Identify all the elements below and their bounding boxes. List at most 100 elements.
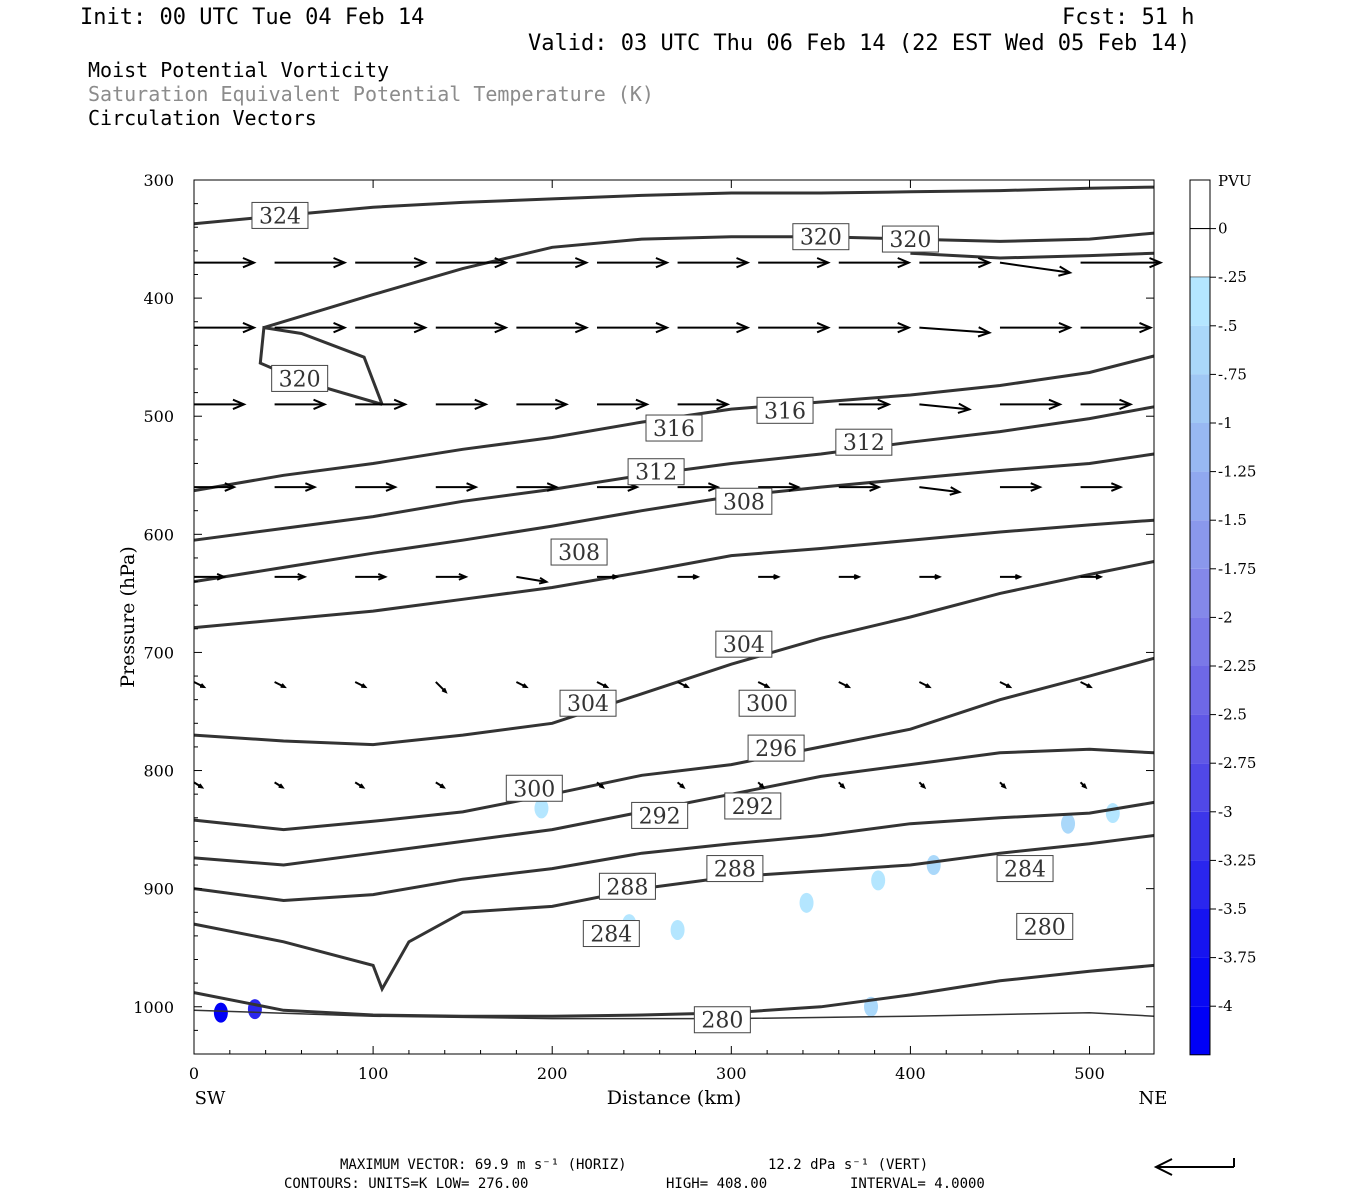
- vector-425-270: [677, 322, 751, 334]
- y-tick-label-800: 800: [143, 762, 174, 781]
- colorbar-swatch-12: [1190, 763, 1210, 812]
- vector-560-450: [999, 482, 1043, 492]
- vector-490-90: [355, 398, 408, 410]
- vector-370-225: [596, 257, 670, 269]
- vector-636-450: [999, 573, 1023, 580]
- vector-370-360: [838, 257, 912, 269]
- colorbar-label-11: -2.75: [1218, 754, 1256, 772]
- vector-636-90: [355, 573, 388, 581]
- colorbar-label-1: -.25: [1218, 268, 1247, 286]
- pv-shade-10: [247, 999, 262, 1020]
- contour-label-text-7: 312: [843, 431, 885, 456]
- contour-label-text-18: 288: [714, 858, 756, 883]
- contour-296-9: [193, 656, 1155, 832]
- x-axis-title: Distance (km): [607, 1087, 742, 1109]
- vector-425-495: [1080, 322, 1154, 334]
- colorbar-label-9: -2.25: [1218, 657, 1256, 675]
- footer-vert: 12.2 dPa s⁻¹ (VERT): [768, 1157, 929, 1173]
- colorbar-swatch-14: [1190, 860, 1210, 909]
- contour-304-7: [193, 518, 1155, 630]
- pv-shade-0: [534, 798, 549, 819]
- contour-label-text-2: 320: [889, 228, 931, 253]
- contour-label-text-19: 284: [590, 923, 632, 948]
- contour-label-text-11: 304: [567, 692, 609, 717]
- vector-425-180: [516, 322, 589, 334]
- vector-425-405: [919, 326, 992, 338]
- contour-label-0: 324: [251, 201, 309, 229]
- colorbar-label-5: -1.25: [1218, 463, 1256, 481]
- contour-label-text-17: 288: [606, 875, 648, 900]
- vector-425-225: [596, 322, 670, 334]
- colorbar-swatch-3: [1190, 325, 1210, 375]
- contour-label-text-0: 324: [259, 204, 301, 229]
- vector-560-135: [435, 482, 479, 492]
- vector-636-495: [1080, 573, 1104, 580]
- vector-725-0: [193, 681, 207, 689]
- contour-300-8: [193, 560, 1155, 747]
- vector-810-405: [918, 781, 927, 790]
- contour-label-11: 304: [559, 689, 617, 717]
- contour-label-1: 320: [792, 223, 850, 251]
- contour-label-text-14: 296: [755, 737, 797, 762]
- vector-560-360: [838, 482, 882, 492]
- footer-interval: INTERVAL= 4.0000: [850, 1176, 985, 1192]
- x-tick-label-0: 0: [189, 1064, 199, 1083]
- contour-label-10: 304: [715, 630, 773, 658]
- max-vector-arrow-icon: [1153, 1158, 1235, 1176]
- vector-725-180: [515, 681, 529, 689]
- vector-490-180: [516, 398, 569, 410]
- colorbar-label-14: -3.5: [1218, 900, 1247, 918]
- colorbar-swatch-9: [1190, 617, 1210, 666]
- vector-490-450: [999, 398, 1063, 410]
- colorbar-label-4: -1: [1218, 414, 1233, 432]
- vector-636-135: [435, 573, 469, 581]
- vector-425-45: [274, 322, 348, 334]
- vector-560-405: [919, 486, 962, 496]
- colorbar-label-13: -3.25: [1218, 851, 1256, 869]
- vector-560-0: [194, 482, 237, 492]
- colorbar-label-10: -2.5: [1218, 706, 1247, 724]
- vector-560-45: [274, 482, 318, 492]
- legend-pv: Moist Potential Vorticity: [88, 58, 390, 82]
- vector-370-450: [999, 261, 1073, 277]
- pv-shade-3: [799, 892, 814, 913]
- y-tick-label-600: 600: [143, 525, 174, 544]
- vector-425-450: [999, 322, 1073, 334]
- contour-324-0: [193, 185, 1155, 226]
- vector-725-360: [838, 681, 852, 689]
- contour-label-7: 312: [835, 428, 893, 456]
- x-tick-label-100: 100: [358, 1064, 389, 1083]
- colorbar-label-0: 0: [1218, 220, 1228, 238]
- contour-label-text-15: 292: [639, 804, 681, 829]
- y-tick-label-300: 300: [143, 171, 174, 190]
- vector-636-180: [516, 575, 549, 585]
- vector-560-495: [1080, 482, 1124, 492]
- vector-370-135: [435, 257, 509, 269]
- contour-label-text-13: 300: [513, 777, 555, 802]
- contour-288-11: [193, 800, 1155, 903]
- vector-490-225: [596, 398, 650, 410]
- contour-label-13: 300: [505, 774, 563, 802]
- colorbar-label-16: -4: [1218, 997, 1233, 1015]
- colorbar-swatch-15: [1190, 909, 1210, 958]
- vector-636-45: [274, 573, 308, 581]
- vector-636-360: [838, 573, 862, 580]
- vector-425-90: [355, 322, 428, 334]
- contour-label-21: 280: [1016, 912, 1074, 940]
- colorbar-swatch-2: [1190, 277, 1210, 326]
- vector-725-45: [274, 681, 287, 689]
- contour-label-9: 308: [550, 538, 608, 566]
- x-end-label-ne: NE: [1139, 1088, 1168, 1109]
- contour-label-3: 320: [271, 364, 329, 392]
- contour-label-text-4: 316: [653, 417, 695, 442]
- vector-370-45: [274, 257, 348, 269]
- contour-label-12: 300: [738, 689, 796, 717]
- contour-label-22: 280: [693, 1006, 751, 1034]
- vector-725-405: [918, 681, 932, 689]
- contour-label-text-16: 292: [732, 795, 774, 820]
- contour-label-4: 316: [645, 414, 703, 442]
- vector-490-495: [1080, 398, 1134, 410]
- contour-label-15: 292: [631, 801, 689, 829]
- vector-560-90: [355, 482, 398, 492]
- contour-label-6: 312: [627, 458, 685, 486]
